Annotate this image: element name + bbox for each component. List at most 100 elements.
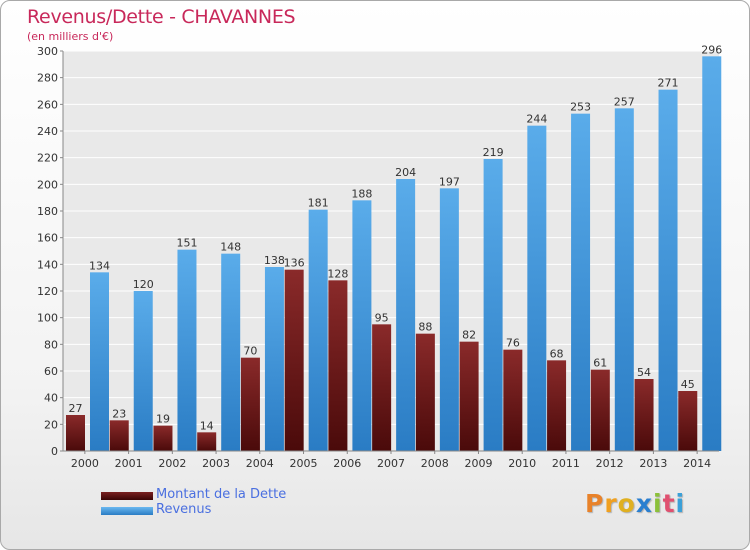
y-tick-label: 160 [37, 232, 58, 245]
y-tick-label: 20 [44, 418, 58, 431]
legend-swatch-revenue [101, 507, 153, 515]
bars-group [66, 56, 722, 452]
data-label-debt: 19 [156, 413, 170, 426]
y-tick-label: 240 [37, 125, 58, 138]
y-tick-label: 120 [37, 285, 58, 298]
data-label-debt: 14 [200, 419, 214, 432]
y-tick-label: 200 [37, 178, 58, 191]
bar-revenue [658, 89, 678, 452]
bar-revenue [439, 188, 459, 452]
x-tick-label: 2004 [246, 457, 274, 470]
y-tick-label: 40 [44, 392, 58, 405]
data-label-debt: 23 [112, 407, 126, 420]
x-tick-label: 2007 [377, 457, 405, 470]
bar-debt [678, 391, 698, 451]
data-label-debt: 45 [681, 378, 695, 391]
data-label-debt: 136 [284, 257, 305, 270]
y-tick-label: 60 [44, 365, 58, 378]
bar-debt [284, 269, 304, 451]
data-label-debt: 68 [550, 347, 564, 360]
bar-revenue [483, 159, 503, 451]
y-tick-label: 80 [44, 338, 58, 351]
legend-swatch-debt [101, 492, 153, 500]
data-label-revenue: 120 [133, 278, 154, 291]
bar-revenue [702, 56, 722, 451]
x-tick-label: 2010 [508, 457, 536, 470]
y-tick-label: 300 [37, 45, 58, 58]
bar-revenue [352, 200, 372, 451]
bar-debt [547, 360, 567, 451]
data-label-revenue: 181 [308, 197, 329, 210]
data-label-debt: 70 [243, 345, 257, 358]
bar-revenue [527, 125, 547, 452]
x-tick-label: 2005 [290, 457, 318, 470]
axes: 0 20 40 60 80 100 120 140 160 180 200 220 240 260 280 3… [37, 45, 719, 470]
data-label-debt: 82 [462, 329, 476, 342]
x-tick-label: 2006 [333, 457, 361, 470]
data-label-revenue: 188 [351, 187, 372, 200]
bar-revenue [133, 291, 153, 451]
x-tick-label: 2011 [552, 457, 580, 470]
bar-revenue [571, 113, 591, 452]
data-label-debt: 88 [418, 321, 432, 334]
x-tick-label: 2003 [202, 457, 230, 470]
x-tick-label: 2008 [421, 457, 449, 470]
data-label-debt: 128 [327, 267, 348, 280]
y-tick-label: 260 [37, 98, 58, 111]
bar-debt [328, 280, 348, 451]
bar-debt [459, 341, 479, 451]
data-label-revenue: 244 [526, 113, 547, 126]
bar-revenue [221, 253, 241, 451]
data-label-debt: 54 [637, 366, 651, 379]
bar-debt [415, 333, 435, 451]
x-tick-label: 2013 [639, 457, 667, 470]
bar-revenue [308, 209, 328, 451]
x-tick-label: 2002 [158, 457, 186, 470]
bar-revenue [614, 108, 634, 451]
data-label-revenue: 151 [176, 237, 197, 250]
bar-debt [372, 324, 392, 451]
data-label-debt: 27 [69, 402, 83, 415]
bar-revenue [396, 179, 416, 451]
bar-debt [66, 415, 85, 451]
data-label-debt: 76 [506, 337, 520, 350]
data-label-revenue: 138 [264, 254, 285, 267]
x-tick-label: 2012 [596, 457, 624, 470]
data-label-revenue: 204 [395, 166, 416, 179]
y-tick-label: 100 [37, 312, 58, 325]
data-label-debt: 61 [593, 357, 607, 370]
y-tick-label: 140 [37, 258, 58, 271]
bar-debt [153, 425, 173, 451]
bar-debt [634, 379, 654, 451]
chart-subtitle: (en milliers d'€) [27, 30, 114, 43]
y-tick-label: 220 [37, 152, 58, 165]
bar-revenue [90, 272, 109, 451]
data-label-revenue: 257 [614, 95, 635, 108]
legend-label-revenue: Revenus [156, 502, 212, 517]
y-tick-label: 280 [37, 72, 58, 85]
chart-title: Revenus/Dette - CHAVANNES [27, 6, 296, 28]
bar-debt [197, 432, 217, 451]
data-label-revenue: 134 [89, 259, 110, 272]
legend-label-debt: Montant de la Dette [156, 487, 287, 502]
data-label-debt: 95 [375, 311, 389, 324]
bar-debt [109, 420, 129, 451]
x-tick-label: 2009 [464, 457, 492, 470]
bar-debt [240, 357, 260, 451]
bar-debt [503, 349, 523, 451]
bar-revenue [264, 267, 284, 451]
x-tick-label: 2014 [683, 457, 711, 470]
data-label-revenue: 197 [439, 175, 460, 188]
data-label-revenue: 271 [658, 77, 679, 90]
data-label-revenue: 219 [483, 146, 504, 159]
data-label-revenue: 148 [220, 241, 241, 254]
bar-debt [590, 369, 610, 451]
x-tick-label: 2000 [71, 457, 99, 470]
y-tick-label: 0 [51, 445, 58, 458]
bar-revenue [177, 249, 197, 451]
data-label-revenue: 253 [570, 101, 591, 114]
proxiti-logo: Proxiti [585, 489, 686, 518]
